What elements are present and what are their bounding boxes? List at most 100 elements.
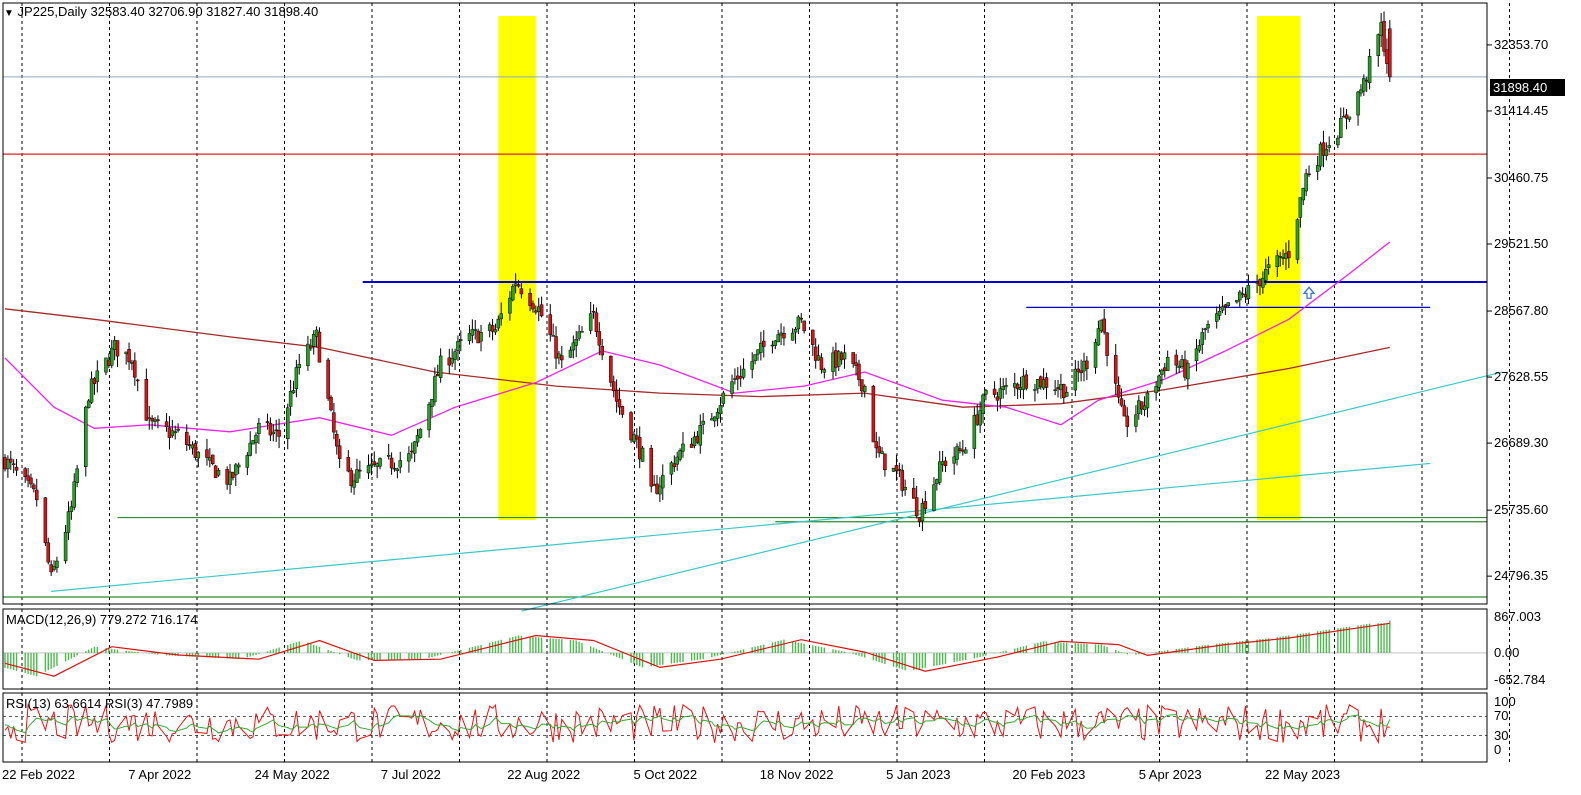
bear-candle (597, 331, 602, 346)
bear-candle (857, 363, 861, 381)
bear-candle (1113, 355, 1118, 384)
bull-candle (1142, 405, 1147, 410)
panel-frame-2 (2, 692, 1488, 763)
bear-candle (883, 453, 887, 470)
bull-candle (710, 418, 714, 421)
trendline-1[interactable] (51, 462, 1431, 592)
bull-candle (285, 407, 290, 440)
bull-candle (972, 415, 977, 449)
bull-candle (574, 339, 578, 346)
bull-candle (1275, 255, 1280, 267)
bear-candle (1243, 294, 1248, 298)
bear-candle (649, 447, 653, 487)
bull-candle (831, 352, 835, 372)
bear-candle (436, 373, 440, 377)
bull-candle (190, 444, 195, 449)
rsi-axis-label: 30 (1494, 727, 1509, 743)
bear-candle (695, 435, 700, 443)
bull-candle (1036, 379, 1040, 389)
bear-candle (1122, 405, 1127, 417)
bull-candle (1041, 379, 1046, 389)
bear-candle (1105, 332, 1109, 356)
bear-candle (46, 542, 51, 563)
bear-candle (1116, 384, 1121, 398)
bull-candle (822, 369, 827, 373)
bear-candle (958, 448, 962, 451)
bull-candle (288, 391, 293, 407)
bear-candle (34, 489, 39, 501)
macd-axis-label: -652.784 (1494, 672, 1546, 687)
bull-candle (1186, 362, 1190, 380)
bull-candle (1339, 117, 1343, 138)
bull-candle (496, 318, 501, 329)
bull-candle (170, 430, 175, 436)
bull-candle (1324, 148, 1329, 156)
bull-candle (557, 353, 561, 359)
bull-candle (932, 484, 936, 511)
bear-candle (811, 329, 815, 345)
collapse-triangle-icon[interactable]: ▼ (4, 8, 14, 19)
bull-candle (369, 463, 374, 467)
bear-candle (133, 360, 137, 378)
bear-candle (210, 454, 215, 464)
bear-candle (1382, 21, 1386, 52)
bear-candle (1085, 360, 1089, 370)
bull-candle (536, 306, 541, 312)
bull-candle (1059, 384, 1063, 391)
annotations (1302, 286, 1316, 299)
bear-candle (335, 433, 339, 447)
bull-candle (730, 381, 734, 394)
bull-candle (1165, 357, 1170, 371)
bull-candle (1238, 291, 1242, 301)
horizontal-levels[interactable] (3, 76, 1487, 598)
price-label: 32353.70 (1494, 36, 1549, 52)
bull-candle (940, 461, 945, 465)
bull-candle (418, 428, 423, 438)
bear-candle (611, 381, 616, 392)
bear-candle (560, 355, 564, 361)
bull-candle (1298, 197, 1303, 218)
bull-candle (513, 283, 518, 286)
time-label: 22 Aug 2022 (507, 767, 581, 782)
bear-candle (1062, 384, 1066, 398)
bull-candle (571, 342, 576, 351)
bear-candle (490, 325, 495, 332)
bull-candle (721, 392, 726, 404)
bear-candle (871, 385, 876, 443)
bull-candle (1261, 277, 1265, 288)
bear-candle (519, 288, 524, 295)
bear-candle (813, 346, 818, 361)
bull-candle (69, 506, 74, 512)
bear-candle (802, 320, 806, 332)
bull-candle (508, 297, 512, 314)
bull-candle (456, 341, 460, 351)
bull-candle (588, 313, 593, 331)
bear-candle (9, 458, 13, 463)
bear-candle (554, 336, 558, 359)
bear-candle (1079, 370, 1083, 374)
bear-candle (127, 349, 131, 363)
macd-panel (3, 620, 1487, 677)
bull-candle (1160, 369, 1164, 375)
bear-candle (912, 487, 916, 499)
bull-candle (1315, 165, 1320, 172)
bull-candle (756, 349, 760, 355)
price-label: 30460.75 (1494, 169, 1549, 185)
bear-candle (372, 461, 377, 465)
bull-candle (880, 451, 884, 454)
bull-candle (678, 450, 682, 460)
bull-candle (790, 332, 795, 341)
bull-candle (352, 480, 356, 488)
bear-candle (268, 423, 273, 436)
current-price-label: 31898.40 (1490, 79, 1565, 96)
trendlines[interactable] (51, 371, 1503, 612)
bull-candle (1327, 145, 1331, 148)
bear-candle (135, 379, 140, 382)
bull-candle (1246, 285, 1251, 299)
bear-candle (349, 470, 353, 487)
bear-candle (309, 345, 313, 349)
bull-candle (1341, 115, 1346, 118)
bull-candle (52, 566, 56, 570)
trendline-2[interactable] (521, 371, 1503, 612)
